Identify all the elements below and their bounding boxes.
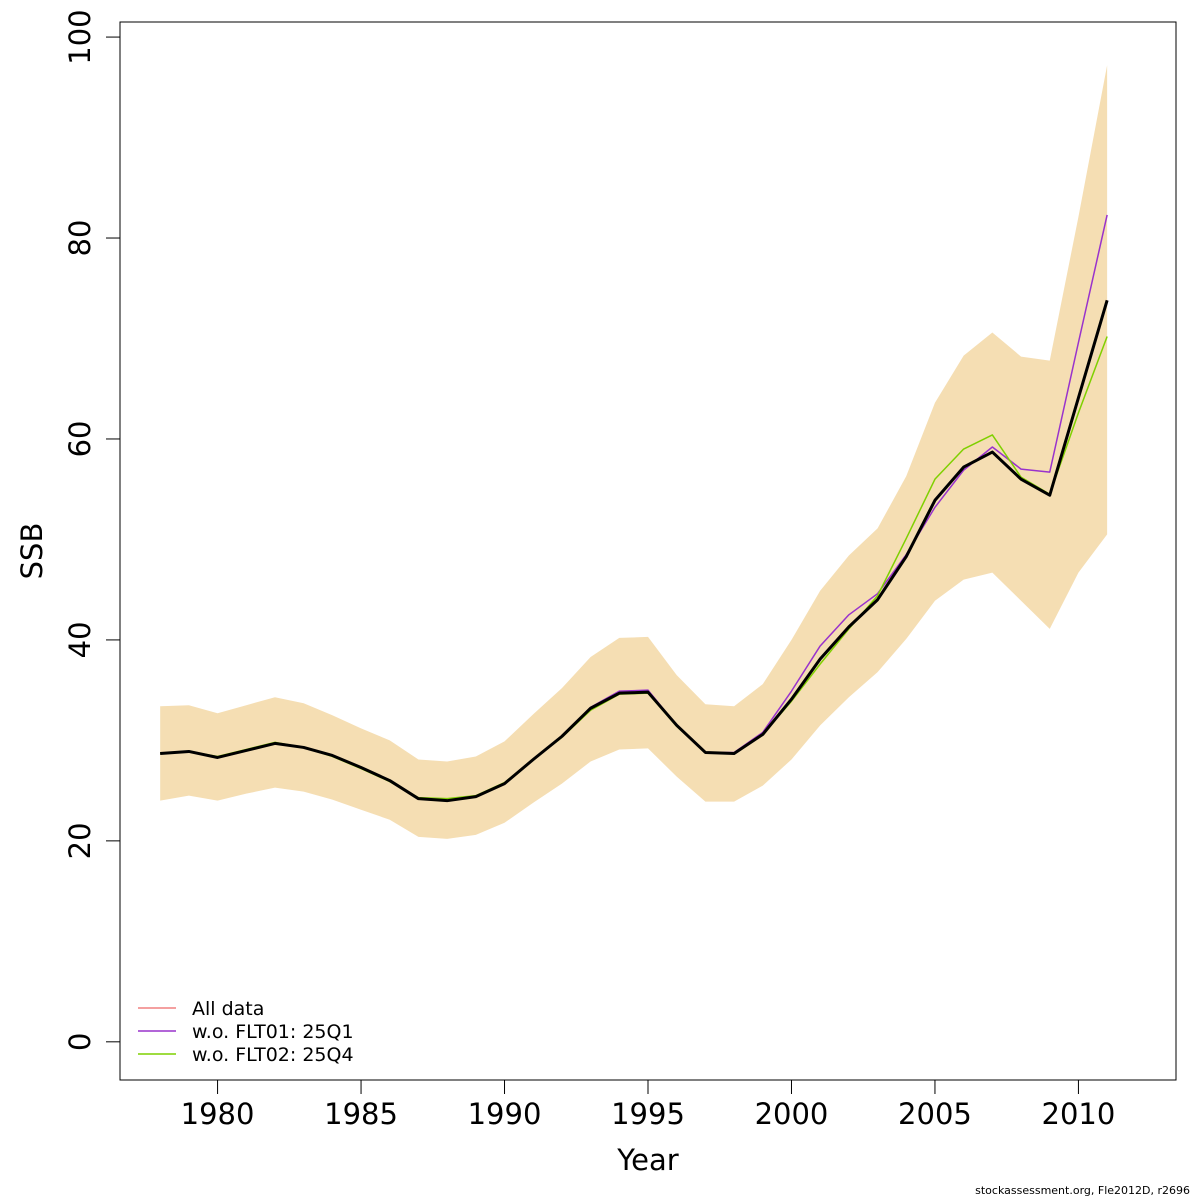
y-tick-label: 40 (63, 621, 97, 658)
y-axis: 0 20 40 60 80 100 (63, 9, 121, 1051)
confidence-band (160, 65, 1108, 839)
series-lines-layer (160, 214, 1109, 803)
legend-label: w.o. FLT02: 25Q4 (192, 1044, 354, 1066)
confidence-band-layer (160, 65, 1108, 839)
x-tick-label: 2010 (1042, 1097, 1116, 1131)
credit-text: stockassessment.org, Fle2012D, r2696 (975, 1184, 1190, 1197)
y-tick-label: 60 (63, 421, 97, 458)
x-tick-label: 1990 (468, 1097, 542, 1131)
x-tick-label: 1995 (611, 1097, 685, 1131)
x-tick-label: 1980 (181, 1097, 255, 1131)
y-tick-label: 80 (63, 220, 97, 257)
legend-label: w.o. FLT01: 25Q1 (192, 1021, 354, 1043)
x-tick-label: 1985 (324, 1097, 398, 1131)
x-tick-label: 2000 (755, 1097, 829, 1131)
y-tick-label: 20 (63, 822, 97, 859)
y-axis-title: SSB (15, 523, 49, 580)
x-axis: 1980 1985 1990 1995 2000 2005 2010 (181, 1079, 1116, 1131)
series-line-4 (160, 299, 1109, 803)
y-tick-label: 0 (63, 1033, 97, 1051)
y-tick-label: 100 (63, 9, 97, 64)
x-tick-label: 2005 (898, 1097, 972, 1131)
x-axis-title: Year (616, 1143, 678, 1177)
legend-label: All data (192, 998, 264, 1020)
